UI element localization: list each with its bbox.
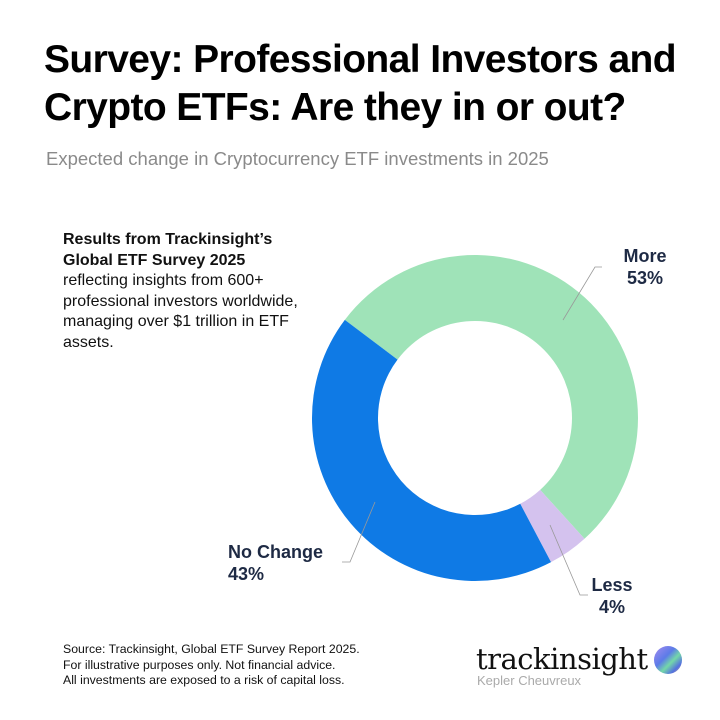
risk-line: All investments are exposed to a risk of… xyxy=(63,673,345,687)
logo-subtitle: Kepler Cheuvreux xyxy=(477,673,582,688)
label-no-change-value: 43% xyxy=(228,564,265,584)
label-less-value: 4% xyxy=(598,597,625,617)
disclaimer-line: For illustrative purposes only. Not fina… xyxy=(63,657,336,672)
leader-line-less xyxy=(549,524,588,596)
source-note: Source: Trackinsight, Global ETF Survey … xyxy=(63,642,360,689)
survey-description: Results from Trackinsight’s Global ETF S… xyxy=(63,230,313,353)
leader-line-no-change xyxy=(342,501,376,563)
label-no-change: No Change 43% xyxy=(228,541,323,585)
label-less-name: Less xyxy=(591,575,633,595)
description-bold: Results from Trackinsight’s Global ETF S… xyxy=(63,231,273,269)
leader-line-more xyxy=(562,266,602,321)
slice-no-change xyxy=(312,319,552,581)
label-more-name: More xyxy=(623,246,667,266)
source-line: Source: Trackinsight, Global ETF Survey … xyxy=(63,642,360,656)
label-more: More 53% xyxy=(610,245,680,289)
trackinsight-logo: trackinsight Kepler Cheuvreux xyxy=(476,642,648,688)
slice-less xyxy=(520,489,585,563)
label-more-value: 53% xyxy=(626,268,664,288)
description-text: reflecting insights from 600+ profession… xyxy=(63,272,298,351)
page-subtitle: Expected change in Cryptocurrency ETF in… xyxy=(46,148,549,169)
globe-icon xyxy=(654,646,682,674)
label-no-change-name: No Change xyxy=(228,542,324,562)
slice-more xyxy=(344,255,638,539)
logo-wordmark: trackinsight xyxy=(476,642,648,676)
label-less: Less 4% xyxy=(584,574,640,618)
page-title: Survey: Professional Investors and Crypt… xyxy=(44,38,677,129)
